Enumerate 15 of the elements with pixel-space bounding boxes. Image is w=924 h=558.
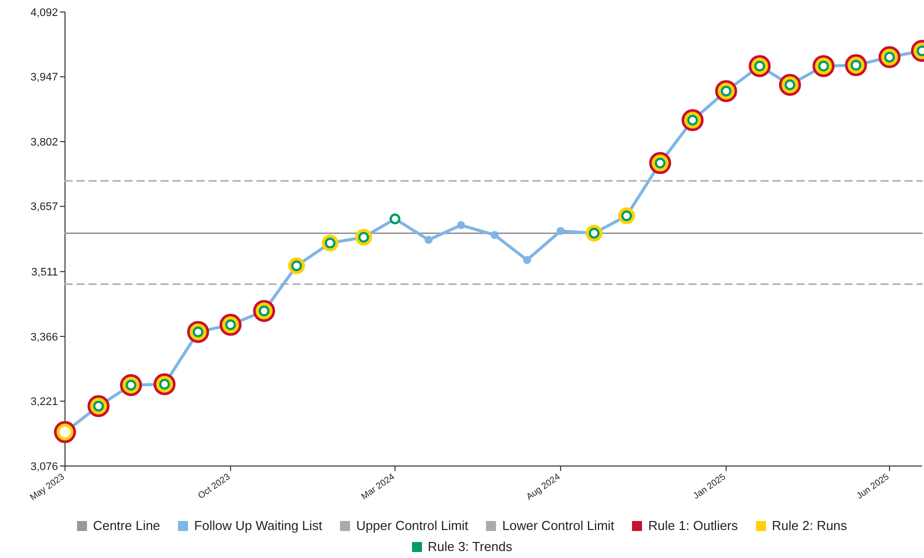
y-tick-label: 3,802 [30,136,58,148]
legend-label: Upper Control Limit [356,518,468,533]
legend-label: Rule 1: Outliers [648,518,738,533]
y-tick-label: 3,366 [30,331,58,344]
legend-label: Rule 2: Runs [772,518,848,533]
y-tick-label: 3,221 [30,396,58,408]
legend-label: Centre Line [92,518,160,533]
y-tick-label: 3,076 [30,460,58,473]
y-tick-label: 3,511 [31,266,58,278]
legend-label: Rule 3: Trends [428,539,512,554]
y-tick-label: 4,092 [30,6,58,19]
legend-label: Lower Control Limit [502,518,614,533]
legend-label: Follow Up Waiting List [194,518,322,533]
y-tick-label: 3,947 [30,72,58,84]
y-tick-label: 3,657 [30,201,58,214]
